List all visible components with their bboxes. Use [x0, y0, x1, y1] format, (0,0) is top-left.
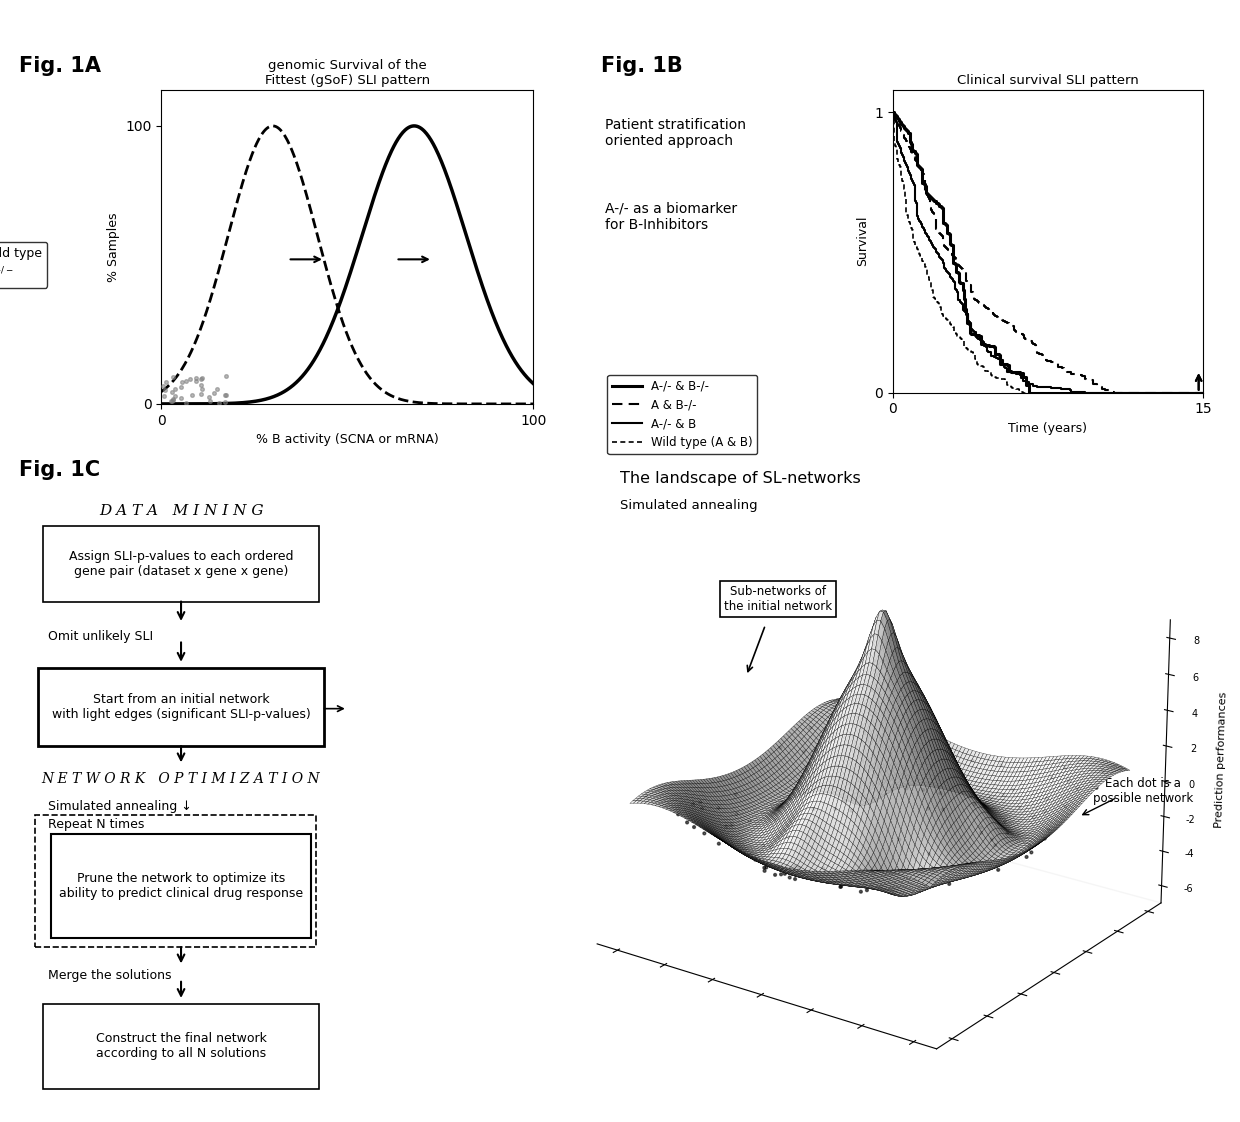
Text: Patient stratification
oriented approach: Patient stratification oriented approach	[605, 118, 746, 148]
X-axis label: Time (years): Time (years)	[1008, 422, 1087, 435]
Text: Sub-networks of
the initial network: Sub-networks of the initial network	[724, 586, 832, 613]
Point	[203, 384, 223, 402]
Point	[176, 373, 196, 390]
Point	[215, 393, 234, 411]
Text: Omit unlikely SLI: Omit unlikely SLI	[48, 629, 154, 643]
Point	[161, 383, 181, 401]
Point	[156, 373, 176, 390]
Point	[192, 369, 212, 387]
FancyBboxPatch shape	[35, 816, 316, 947]
Point	[210, 394, 229, 412]
Title: Clinical survival SLI pattern: Clinical survival SLI pattern	[957, 74, 1138, 88]
Text: A-/- as a biomarker
for B-Inhibitors: A-/- as a biomarker for B-Inhibitors	[605, 202, 738, 232]
Point	[198, 388, 218, 406]
Point	[207, 380, 227, 398]
FancyBboxPatch shape	[43, 1004, 319, 1088]
Text: Each dot is a
possible network: Each dot is a possible network	[1092, 778, 1193, 804]
Y-axis label: % Samples: % Samples	[107, 212, 119, 282]
Point	[182, 386, 202, 404]
Text: Start from an initial network
with light edges (significant SLI-p-values): Start from an initial network with light…	[52, 693, 310, 721]
Point	[176, 394, 196, 412]
Y-axis label: Survival: Survival	[856, 215, 869, 267]
Point	[191, 369, 211, 387]
Point	[164, 368, 184, 386]
FancyBboxPatch shape	[38, 668, 325, 746]
Point	[162, 392, 182, 410]
Point	[161, 393, 181, 411]
Point	[155, 381, 175, 399]
Point	[216, 386, 236, 404]
Point	[171, 378, 191, 396]
Legend: A-/- & B-/-, A & B-/-, A-/- & B, Wild type (A & B): A-/- & B-/-, A & B-/-, A-/- & B, Wild ty…	[608, 375, 758, 454]
Point	[171, 374, 191, 392]
Text: Fig. 1A: Fig. 1A	[19, 56, 100, 76]
Point	[215, 386, 234, 404]
FancyBboxPatch shape	[51, 835, 311, 938]
Text: Repeat N times: Repeat N times	[48, 818, 145, 831]
Text: Assign SLI-p-values to each ordered
gene pair (dataset x gene x gene): Assign SLI-p-values to each ordered gene…	[68, 550, 294, 578]
Point	[191, 385, 211, 403]
Point	[155, 387, 175, 405]
Point	[186, 371, 206, 389]
Text: Fig. 1B: Fig. 1B	[601, 56, 683, 76]
Point	[201, 393, 221, 411]
Point	[191, 376, 211, 394]
Text: Simulated annealing ↓: Simulated annealing ↓	[48, 800, 192, 812]
Point	[161, 392, 181, 410]
Point	[216, 368, 236, 386]
Text: Construct the final network
according to all N solutions: Construct the final network according to…	[95, 1032, 267, 1060]
Text: The landscape of SL-networks: The landscape of SL-networks	[620, 471, 861, 486]
Point	[186, 369, 206, 387]
Point	[180, 370, 200, 388]
Point	[165, 379, 185, 397]
Point	[171, 389, 191, 407]
Point	[164, 389, 184, 407]
Point	[153, 377, 172, 395]
Text: D A T A   M I N I N G: D A T A M I N I N G	[99, 504, 263, 517]
Title: genomic Survival of the
Fittest (gSoF) SLI pattern: genomic Survival of the Fittest (gSoF) S…	[264, 59, 430, 88]
Point	[192, 380, 212, 398]
Text: Simulated annealing: Simulated annealing	[620, 499, 758, 513]
Text: Prune the network to optimize its
ability to predict clinical drug response: Prune the network to optimize its abilit…	[60, 872, 303, 900]
Text: Merge the solutions: Merge the solutions	[48, 969, 171, 982]
FancyBboxPatch shape	[43, 526, 319, 601]
Text: Fig. 1C: Fig. 1C	[19, 460, 99, 480]
Text: N E T W O R K   O P T I M I Z A T I O N: N E T W O R K O P T I M I Z A T I O N	[42, 772, 320, 787]
X-axis label: % B activity (SCNA or mRNA): % B activity (SCNA or mRNA)	[255, 433, 439, 447]
Point	[165, 387, 185, 405]
Legend: Wild type, $A^{-/-}$: Wild type, $A^{-/-}$	[0, 242, 47, 287]
